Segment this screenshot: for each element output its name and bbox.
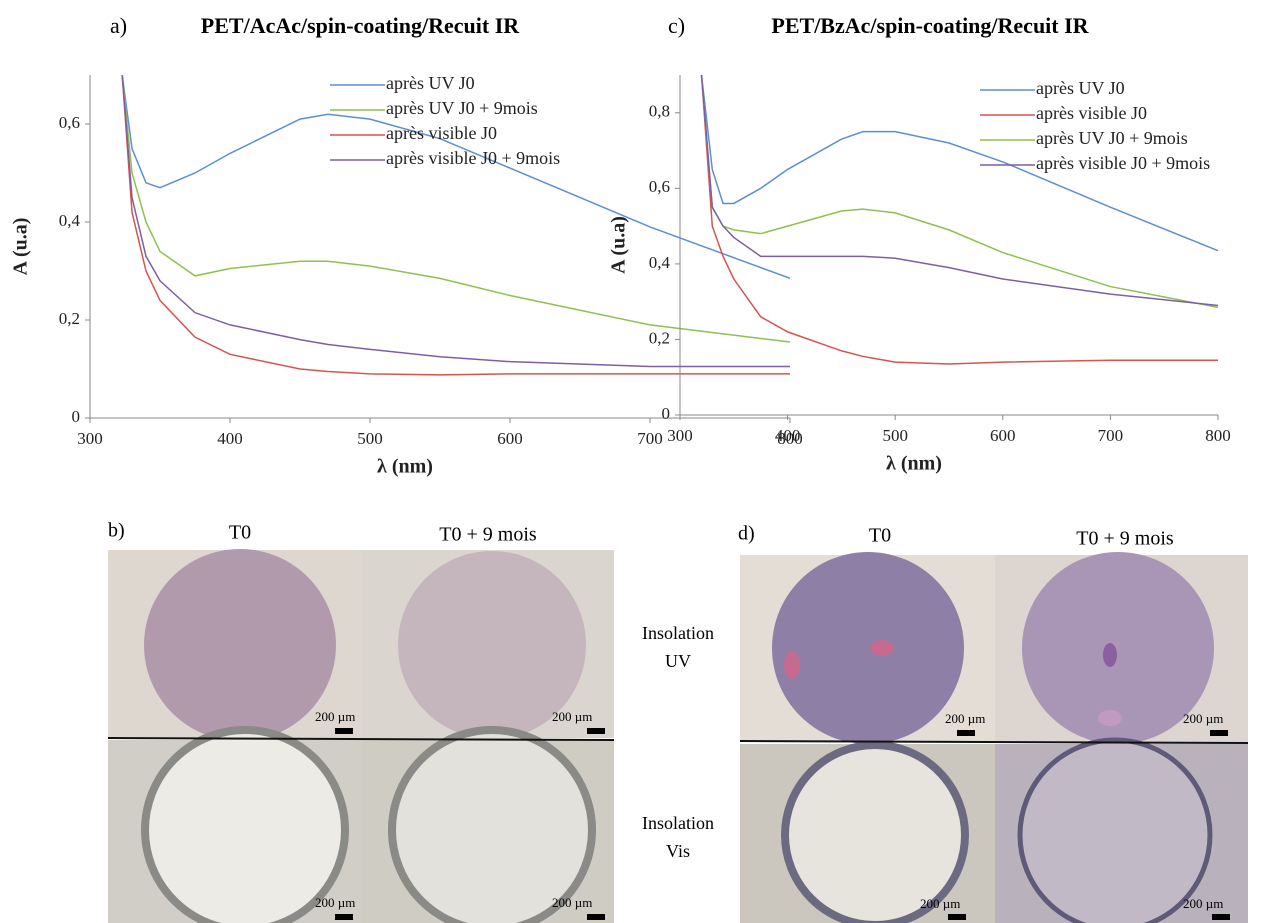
scale-bar-label: 200 µm	[1183, 896, 1223, 911]
column-label: T0	[869, 525, 891, 547]
legend-label: après visible J0	[1036, 103, 1147, 123]
legend-label: après visible J0 + 9mois	[1036, 153, 1210, 173]
x-tick-label: 800	[1205, 426, 1231, 445]
x-axis-label: λ (nm)	[886, 453, 942, 475]
plot-area	[121, 75, 790, 376]
data-line	[121, 75, 790, 368]
x-tick-label: 600	[497, 429, 523, 448]
legend-label: après UV J0	[386, 73, 475, 93]
y-tick-label: 0,8	[649, 102, 670, 121]
legend-label: après UV J0	[1036, 78, 1125, 98]
y-tick-label: 0,6	[59, 113, 80, 132]
x-tick-label: 700	[637, 429, 663, 448]
y-tick-label: 0	[72, 407, 81, 426]
panel-label: c)	[668, 13, 685, 38]
y-tick-label: 0,4	[59, 211, 81, 230]
x-tick-label: 700	[1098, 426, 1124, 445]
legend-label: après UV J0 + 9mois	[1036, 128, 1188, 148]
x-tick-label: 500	[357, 429, 383, 448]
row-label: Insolation	[642, 813, 714, 833]
chart-title: PET/BzAc/spin-coating/Recuit IR	[771, 13, 1089, 38]
data-line	[121, 75, 790, 280]
data-line	[700, 75, 1218, 365]
scale-bar-label: 200 µm	[945, 711, 985, 726]
scale-bar-label: 200 µm	[1183, 711, 1223, 726]
data-line	[121, 75, 790, 343]
scale-bar-label: 200 µm	[315, 709, 355, 724]
data-line	[700, 75, 1218, 307]
y-tick-label: 0,2	[59, 309, 80, 328]
row-label: Insolation	[642, 623, 714, 643]
y-axis-label: A (u.a)	[10, 218, 32, 276]
column-label: T0 + 9 mois	[439, 524, 537, 546]
legend-label: après UV J0 + 9mois	[386, 98, 538, 118]
plot-area	[700, 75, 1218, 365]
x-tick-label: 400	[775, 426, 801, 445]
y-tick-label: 0,6	[649, 177, 670, 196]
scale-bar-label: 200 µm	[552, 709, 592, 724]
y-tick-label: 0	[662, 404, 671, 423]
x-tick-label: 300	[667, 426, 693, 445]
row-label: UV	[665, 651, 691, 671]
x-tick-label: 600	[990, 426, 1016, 445]
scale-bar-label: 200 µm	[315, 895, 355, 910]
legend-label: après visible J0	[386, 123, 497, 143]
column-label: T0	[229, 522, 251, 544]
x-tick-label: 500	[882, 426, 908, 445]
x-tick-label: 400	[217, 429, 243, 448]
scale-bar-label: 200 µm	[920, 896, 960, 911]
chart-title: PET/AcAc/spin-coating/Recuit IR	[201, 13, 520, 38]
data-line	[700, 75, 1218, 252]
micrograph-b	[107, 549, 615, 923]
y-tick-label: 0,2	[649, 328, 670, 347]
data-line	[121, 75, 790, 376]
row-label: Vis	[666, 841, 690, 861]
x-tick-label: 300	[77, 429, 103, 448]
panel-label: a)	[110, 13, 127, 38]
y-axis-label: A (u.a)	[608, 216, 630, 274]
micrograph-d	[739, 552, 1249, 923]
column-label: T0 + 9 mois	[1076, 528, 1174, 550]
panel-label: b)	[108, 520, 125, 542]
panel-label: d)	[738, 523, 755, 545]
scale-bar-label: 200 µm	[552, 895, 592, 910]
x-axis-label: λ (nm)	[377, 456, 433, 478]
y-tick-label: 0,4	[649, 253, 671, 272]
legend-label: après visible J0 + 9mois	[386, 148, 560, 168]
x-tick-label: 800	[777, 429, 803, 448]
